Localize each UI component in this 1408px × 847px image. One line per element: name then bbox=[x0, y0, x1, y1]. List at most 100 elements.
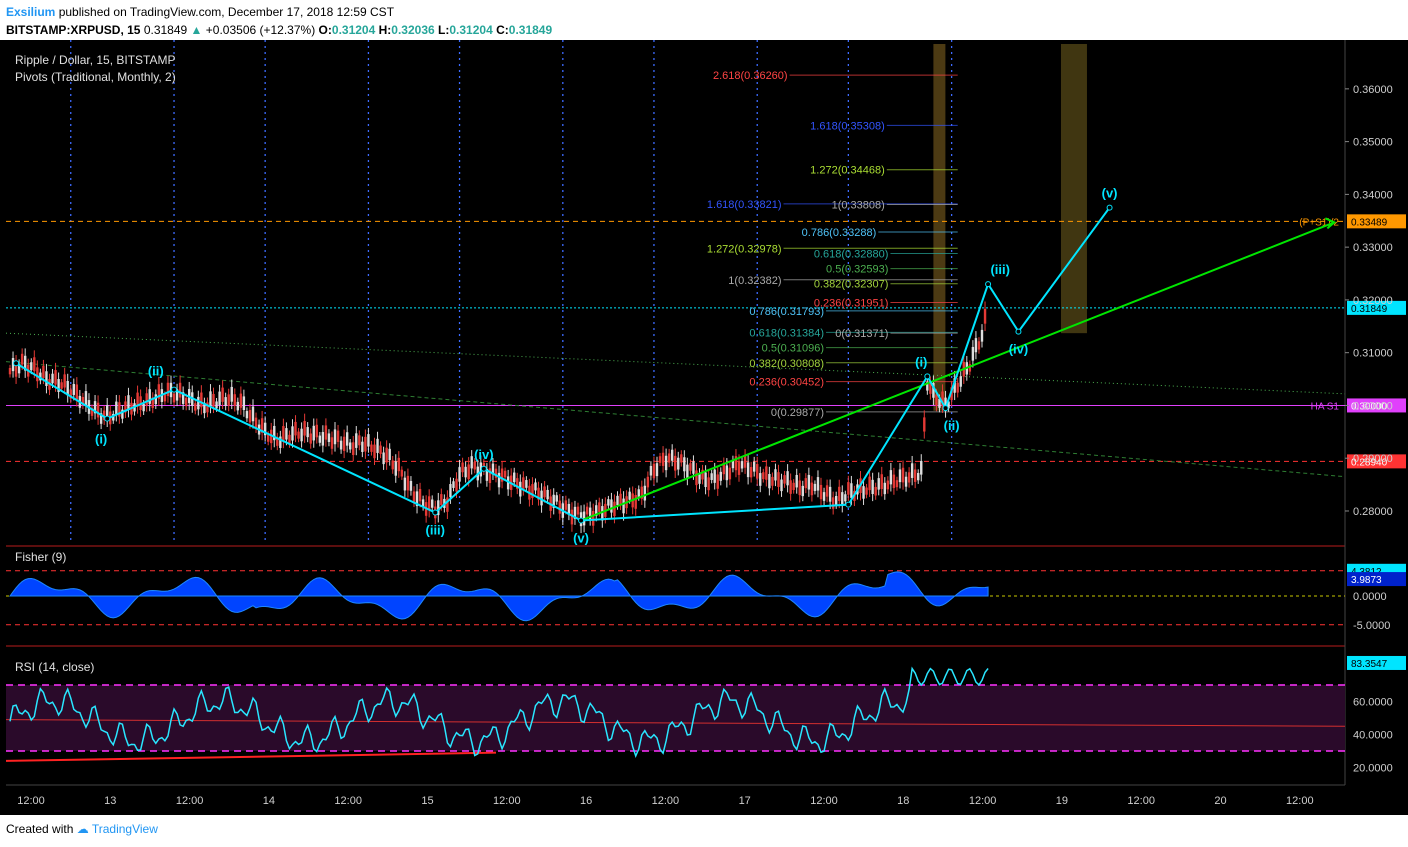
candle bbox=[646, 476, 650, 488]
candle bbox=[540, 490, 543, 506]
candle bbox=[415, 491, 419, 507]
candle bbox=[710, 473, 713, 480]
candle bbox=[233, 394, 236, 406]
candle bbox=[552, 494, 555, 508]
candle bbox=[576, 506, 580, 515]
green-trendline-arrow-icon bbox=[1324, 217, 1337, 230]
price-pane[interactable]: 0.33489 (P+S1)/2 0.30000 HA S1 0.28940 0.3184… bbox=[5, 40, 1406, 785]
candle bbox=[592, 510, 595, 526]
candle bbox=[42, 365, 45, 379]
candle bbox=[664, 455, 668, 471]
fib-label: 0.618(0.32880) bbox=[814, 248, 889, 260]
candle bbox=[701, 469, 704, 480]
candle bbox=[245, 411, 249, 419]
time-axis[interactable]: 12:00 13 12:00 14 12:00 15 12:00 16 12:00 17 12:00… bbox=[6, 784, 1345, 807]
candle bbox=[291, 426, 294, 441]
candle bbox=[227, 394, 230, 406]
candle bbox=[525, 480, 528, 488]
candle bbox=[746, 462, 750, 478]
candle bbox=[449, 484, 452, 498]
ohlc-c-label: C: bbox=[496, 23, 509, 37]
candle bbox=[364, 436, 367, 452]
candle bbox=[63, 374, 66, 388]
candle bbox=[813, 483, 817, 491]
ohlc-l-label: L: bbox=[438, 23, 450, 37]
price-badge bbox=[1347, 398, 1406, 413]
elliott-wave-line bbox=[15, 206, 1111, 522]
candle bbox=[324, 425, 328, 440]
ohlc-open: 0.31204 bbox=[331, 23, 376, 37]
candle bbox=[634, 494, 637, 509]
author-name[interactable]: Exsilium bbox=[6, 5, 56, 19]
candle bbox=[297, 431, 300, 439]
candle bbox=[913, 469, 917, 482]
rsi-pane[interactable]: 60.0000 40.0000 20.0000 83.3547 bbox=[5, 655, 1406, 775]
wave-point bbox=[480, 465, 487, 472]
candle bbox=[84, 391, 88, 406]
candle bbox=[810, 482, 814, 496]
candle bbox=[795, 474, 798, 488]
tradingview-brand[interactable]: TradingView bbox=[91, 822, 158, 836]
candle bbox=[889, 470, 893, 485]
candle bbox=[546, 489, 549, 500]
candle bbox=[841, 492, 844, 506]
ohlc-close: 0.31849 bbox=[508, 23, 553, 37]
candle bbox=[458, 467, 461, 482]
candle bbox=[677, 457, 680, 470]
candle bbox=[762, 472, 765, 480]
candle bbox=[513, 472, 516, 483]
candle bbox=[178, 382, 182, 398]
candle bbox=[294, 421, 297, 436]
fib-label: 1(0.32382) bbox=[728, 275, 781, 287]
candle bbox=[321, 432, 325, 446]
candle bbox=[276, 437, 279, 446]
price-badge bbox=[1347, 454, 1406, 469]
candle bbox=[768, 473, 771, 489]
candle bbox=[379, 445, 382, 454]
candle bbox=[598, 502, 601, 512]
candle bbox=[391, 460, 394, 470]
candle bbox=[327, 433, 331, 442]
candle bbox=[674, 455, 677, 471]
candle bbox=[543, 486, 546, 498]
tradingview-logo-icon[interactable]: ☁ bbox=[76, 822, 89, 836]
candle bbox=[376, 438, 379, 453]
candle bbox=[588, 507, 592, 520]
candle bbox=[865, 487, 868, 495]
candle bbox=[980, 329, 984, 342]
wave-label: (iii) bbox=[426, 523, 446, 538]
candle bbox=[941, 391, 944, 406]
time-tick-label: 12:00 bbox=[334, 795, 362, 807]
fib-label: 0(0.31371) bbox=[835, 328, 888, 340]
candle bbox=[683, 457, 686, 472]
candle bbox=[385, 447, 388, 463]
candle bbox=[197, 396, 200, 410]
publish-line: Exsilium published on TradingView.com, D… bbox=[6, 5, 394, 19]
candle bbox=[23, 355, 27, 371]
time-tick-label: 12:00 bbox=[493, 795, 521, 807]
level-name-label: (P+S1)/2 bbox=[1299, 217, 1339, 228]
chart-canvas[interactable]: 0.33489 (P+S1)/2 0.30000 HA S1 0.28940 0.3184… bbox=[0, 40, 1408, 815]
candle bbox=[151, 397, 154, 408]
time-tick-label: 18 bbox=[897, 795, 909, 807]
candle bbox=[661, 452, 665, 466]
candle bbox=[342, 436, 346, 451]
candle bbox=[303, 420, 306, 436]
time-tick-label: 12:00 bbox=[1127, 795, 1155, 807]
candle bbox=[959, 376, 962, 387]
candle bbox=[166, 382, 170, 397]
candle bbox=[825, 485, 829, 497]
wave-label: (ii) bbox=[148, 363, 164, 378]
candle bbox=[431, 499, 434, 508]
price-tick-label: 0.36000 bbox=[1353, 84, 1393, 96]
candle bbox=[75, 384, 79, 400]
candle bbox=[279, 436, 282, 448]
price-badge-label: 0.31849 bbox=[1351, 304, 1388, 315]
candle bbox=[898, 469, 902, 483]
candle bbox=[765, 466, 768, 480]
candle bbox=[236, 401, 240, 411]
candle bbox=[400, 469, 404, 477]
wave-point bbox=[578, 517, 585, 524]
candle bbox=[667, 453, 671, 463]
